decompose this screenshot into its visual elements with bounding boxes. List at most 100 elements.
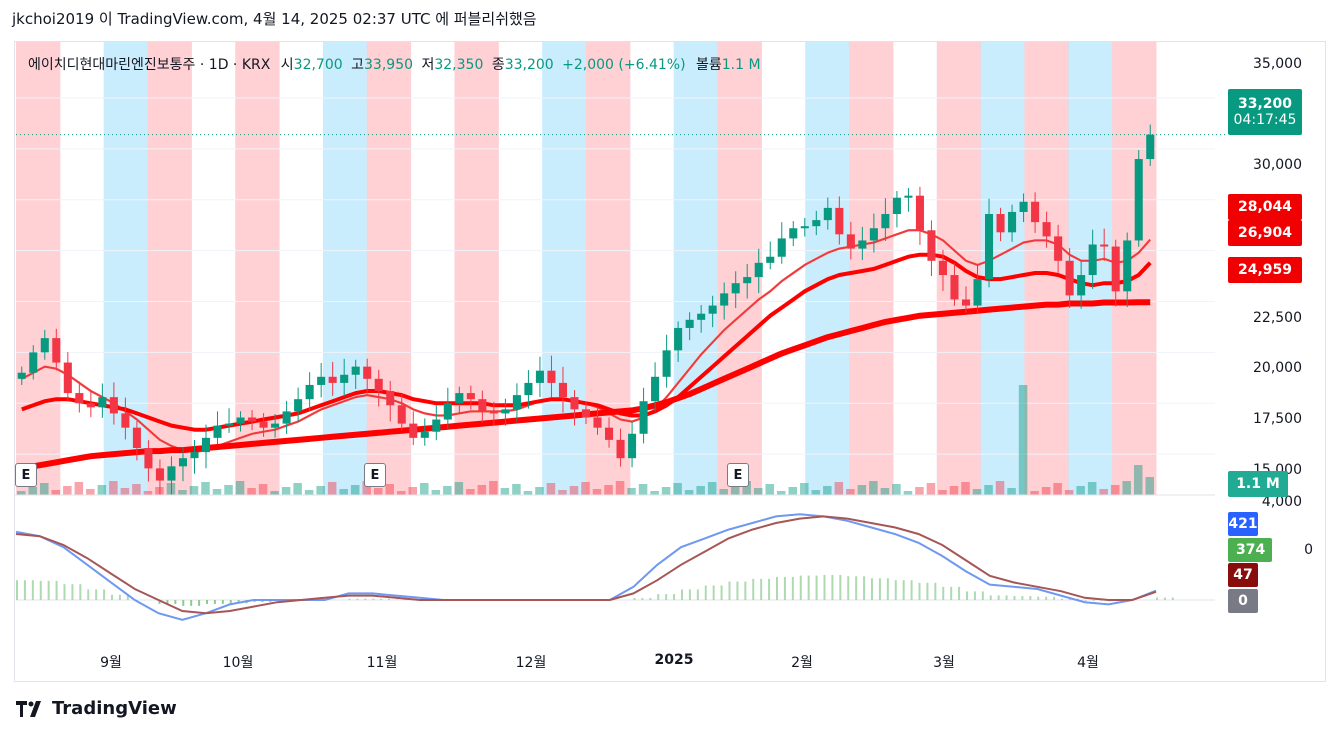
volume-bar [777,491,786,495]
macd-histogram-bar [918,582,921,600]
candle-body [1042,222,1051,237]
candle-body [489,411,498,414]
volume-bar [1064,490,1074,495]
volume-bar [765,484,774,495]
macd-histogram-bar [372,598,375,600]
macd-histogram-bar [744,581,747,600]
earnings-marker[interactable]: E [364,463,386,487]
candle-body [236,417,245,424]
macd-histogram-bar [63,584,66,600]
volume-bar [1018,385,1028,495]
volume-bar [915,487,924,495]
volume-bar [638,484,648,495]
volume-bar [592,489,602,495]
candle-body [328,376,337,383]
candle-body [651,376,660,402]
candle-body [466,393,475,400]
volume-bar [926,483,936,495]
volume-bar [581,482,590,495]
time-axis-label: 9월 [100,655,122,671]
macd-histogram-bar [1171,597,1174,600]
candle-body [927,230,936,261]
volume-bar [327,482,337,495]
candle-body [674,327,683,351]
time-axis-label: 4월 [1077,655,1099,671]
macd-histogram-bar [380,598,383,600]
volume-bar [869,481,878,495]
macd-histogram-bar [221,600,224,604]
volume-bar [892,484,901,495]
volume-bar [247,488,256,495]
macd-histogram-bar [783,576,786,600]
macd-histogram-bar [23,580,26,600]
volume-label: 볼륨 [696,57,722,73]
candle-body [294,399,303,412]
macd-histogram-bar [704,585,707,600]
volume-bar [51,490,61,495]
volume-bar [1099,489,1108,495]
macd-histogram-bar [16,580,18,600]
chart-frame[interactable] [14,41,1326,682]
candle-body [363,366,372,379]
earnings-marker[interactable]: E [15,463,37,487]
close-label: 종 [491,57,505,73]
macd-histogram-bar [831,574,834,600]
macd-line [15,513,1157,621]
volume-bar [1145,477,1154,495]
volume-bar [178,490,187,495]
macd-histogram-bar [190,600,193,606]
candle-body [225,423,234,426]
volume-bar [719,489,728,495]
macd-histogram-bar [213,600,216,604]
macd-histogram-bar [182,600,185,606]
candle-body [374,378,383,392]
macd-histogram-bar [934,582,937,600]
volume-bar [316,486,325,495]
volume-bar [1030,491,1039,495]
signal-band [366,42,412,495]
volume-bar [546,483,556,495]
price-axis-label: 17,500 [1253,411,1302,427]
volume-bar [109,481,118,495]
volume-bar [1041,487,1051,495]
candle-body [1065,260,1074,296]
candle-body [178,458,187,467]
symbol-info[interactable]: 에이치디현대마린엔진보통주 · 1D · KRX [28,57,271,73]
volume-bar [1053,483,1062,495]
macd-histogram-bar [237,600,240,604]
footer-brand-text: TradingView [52,698,177,719]
candle-body [340,374,349,383]
candle-body [1123,240,1132,292]
macd-histogram-bar [633,598,636,600]
candle-body [75,393,84,404]
volume-bar [350,485,360,495]
macd-histogram-bar [47,580,50,600]
earnings-marker[interactable]: E [727,463,749,487]
volume-bar [938,490,947,495]
candle-body [616,439,625,459]
candle-body [881,213,890,229]
candle-body [1088,244,1097,276]
open-value: 32,700 [293,57,343,73]
macd-histogram-bar [79,584,82,600]
candle-body [558,382,567,398]
candle-body [697,313,706,320]
volume-bar [742,481,751,495]
macd-histogram-bar [1053,596,1056,600]
volume-bar [535,487,544,495]
tradingview-logo-icon [16,700,41,717]
footer-brand[interactable]: TradingView [16,698,177,719]
macd-histogram-bar [902,580,905,600]
volume-value: 1.1 M [721,57,761,73]
volume-bar [995,481,1005,495]
publish-header: jkchoi2019 이 TradingView.com, 4월 14, 202… [12,10,537,28]
signal-badge: 374 [1228,538,1272,562]
bar-countdown: 04:17:45 [1233,112,1297,128]
macd-histogram-bar [665,594,668,600]
candle-body [1019,201,1028,212]
candle-body [628,433,637,459]
candle-body [40,338,49,353]
macd-histogram-bar [791,576,794,600]
macd-histogram-bar [989,595,992,600]
